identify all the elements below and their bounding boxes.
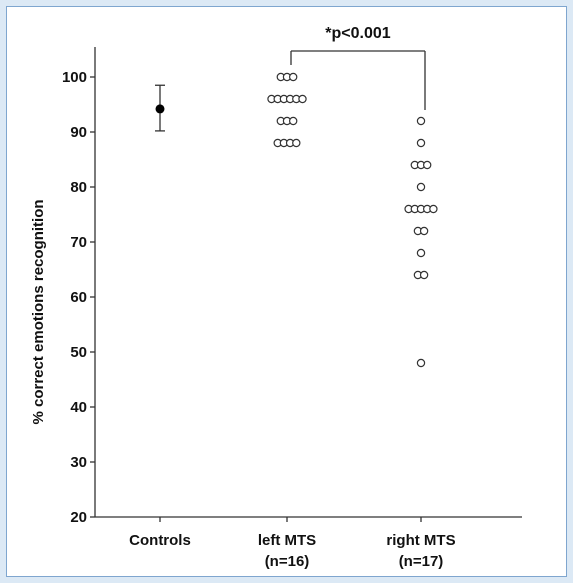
- category-label-line: Controls: [129, 532, 191, 549]
- point-left-2: [289, 72, 298, 82]
- point-left-8: [298, 94, 307, 104]
- category-label-line: left MTS: [258, 532, 316, 549]
- x-axis: [95, 516, 522, 522]
- point-right-0: [416, 116, 426, 126]
- category-label-line: right MTS: [386, 532, 455, 549]
- category-label-line: (n=16): [265, 553, 310, 570]
- y-axis-title: % correct emotions recognition: [30, 199, 47, 424]
- data-marks: [155, 72, 438, 368]
- y-tick-label-50: 50: [70, 344, 87, 361]
- point-right-12: [419, 226, 429, 236]
- figure-frame: 20 30 40 50 60 70 80 90 100 Controls left MTS (n=1…: [6, 6, 567, 577]
- significance-bracket: *p<0.001: [290, 25, 426, 110]
- y-tick-label-30: 30: [70, 454, 87, 471]
- point-right-15: [419, 270, 429, 280]
- controls-mean-point: [155, 104, 165, 114]
- y-tick-label-80: 80: [70, 179, 87, 196]
- category-labels: Controls left MTS (n=16) right MTS (n=17): [129, 532, 455, 570]
- y-tick-label-20: 20: [70, 509, 87, 526]
- y-tick-label-40: 40: [70, 399, 87, 416]
- significance-label: *p<0.001: [325, 25, 390, 42]
- point-right-10: [429, 204, 438, 214]
- emotion-recognition-chart: 20 30 40 50 60 70 80 90 100 Controls left MTS (n=1…: [30, 25, 522, 570]
- y-tick-label-70: 70: [70, 234, 87, 251]
- point-right-5: [416, 182, 426, 192]
- point-left-15: [292, 138, 301, 148]
- category-label-controls: Controls: [129, 532, 191, 549]
- category-label-line: (n=17): [399, 553, 444, 570]
- category-label-left: left MTS (n=16): [258, 532, 316, 570]
- y-tick-label-60: 60: [70, 289, 87, 306]
- point-right-1: [416, 138, 426, 148]
- point-right-16: [416, 358, 426, 368]
- point-right-13: [416, 248, 426, 258]
- y-tick-label-90: 90: [70, 124, 87, 141]
- y-ticks: 20 30 40 50 60 70 80 90 100: [62, 69, 95, 526]
- point-left-11: [289, 116, 298, 126]
- point-right-4: [423, 160, 432, 170]
- category-label-right: right MTS (n=17): [386, 532, 455, 570]
- y-tick-label-100: 100: [62, 69, 87, 86]
